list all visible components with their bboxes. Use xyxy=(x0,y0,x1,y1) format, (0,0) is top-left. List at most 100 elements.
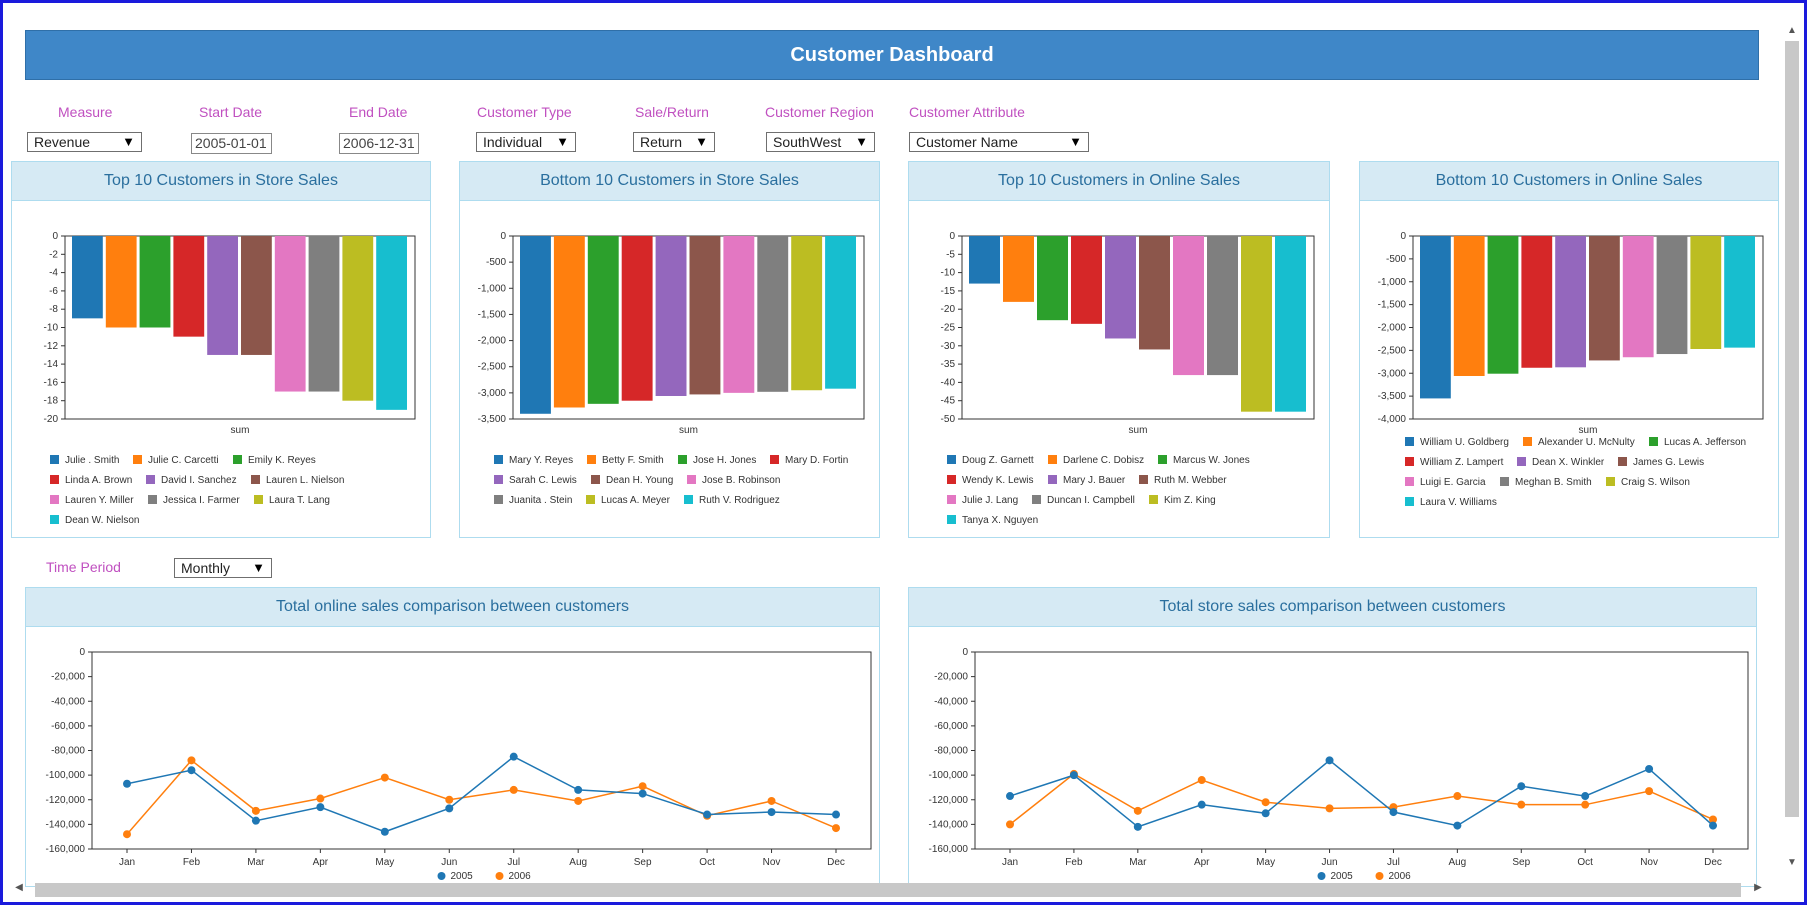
bar[interactable] xyxy=(757,236,789,392)
data-point[interactable] xyxy=(574,785,583,794)
bar[interactable] xyxy=(1521,236,1553,368)
data-point[interactable] xyxy=(187,766,196,775)
bar[interactable] xyxy=(1690,236,1722,350)
bar[interactable] xyxy=(621,236,653,401)
data-point[interactable] xyxy=(767,796,776,805)
time-period-select[interactable]: Monthly ▼ xyxy=(174,558,272,578)
bar[interactable] xyxy=(520,236,551,414)
bar[interactable] xyxy=(1622,236,1654,358)
data-point[interactable] xyxy=(1133,822,1142,831)
triangle-up-icon[interactable]: ▲ xyxy=(1787,25,1797,36)
data-point[interactable] xyxy=(380,827,389,836)
data-point[interactable] xyxy=(445,804,454,813)
data-point[interactable] xyxy=(1325,804,1334,813)
data-point[interactable] xyxy=(1006,820,1014,829)
bar[interactable] xyxy=(1420,236,1451,399)
data-point[interactable] xyxy=(703,810,712,819)
bar[interactable] xyxy=(1071,236,1102,324)
data-point[interactable] xyxy=(445,795,454,804)
bar[interactable] xyxy=(139,236,171,328)
data-point[interactable] xyxy=(1069,771,1078,780)
data-point[interactable] xyxy=(832,824,840,833)
bar[interactable] xyxy=(1453,236,1485,376)
measure-select[interactable]: Revenue ▼ xyxy=(27,132,142,152)
bar[interactable] xyxy=(655,236,687,396)
data-point[interactable] xyxy=(1645,787,1654,796)
customer-type-select[interactable]: Individual ▼ xyxy=(476,132,576,152)
data-point[interactable] xyxy=(509,785,518,794)
bar[interactable] xyxy=(553,236,585,408)
bar[interactable] xyxy=(1207,236,1238,376)
triangle-right-icon[interactable]: ▶ xyxy=(1754,882,1762,893)
bar[interactable] xyxy=(969,236,1000,284)
bar[interactable] xyxy=(723,236,755,393)
data-point[interactable] xyxy=(767,808,776,817)
bar[interactable] xyxy=(1105,236,1136,339)
data-point[interactable] xyxy=(1709,815,1717,824)
bar[interactable] xyxy=(1656,236,1688,355)
data-point[interactable] xyxy=(123,779,131,788)
data-point[interactable] xyxy=(251,806,260,815)
bar[interactable] xyxy=(308,236,340,392)
bar[interactable] xyxy=(72,236,103,319)
sale-return-select[interactable]: Return ▼ xyxy=(633,132,715,152)
end-date-input[interactable]: 2006-12-31 xyxy=(339,133,419,154)
bar[interactable] xyxy=(587,236,619,404)
data-point[interactable] xyxy=(380,773,389,782)
bar[interactable] xyxy=(376,236,407,410)
data-point[interactable] xyxy=(638,782,647,791)
bar[interactable] xyxy=(342,236,374,401)
data-point[interactable] xyxy=(509,752,518,761)
data-point[interactable] xyxy=(1197,776,1206,785)
bar[interactable] xyxy=(274,236,306,392)
data-point[interactable] xyxy=(1517,800,1526,809)
customer-attribute-select[interactable]: Customer Name ▼ xyxy=(909,132,1089,152)
bar[interactable] xyxy=(1555,236,1586,368)
customer-region-select[interactable]: SouthWest ▼ xyxy=(766,132,875,152)
bar[interactable] xyxy=(1724,236,1755,348)
data-point[interactable] xyxy=(1325,756,1334,765)
data-point[interactable] xyxy=(1261,798,1270,807)
data-point[interactable] xyxy=(1261,809,1270,818)
start-date-input[interactable]: 2005-01-01 xyxy=(191,133,272,154)
data-point[interactable] xyxy=(832,810,840,819)
bar[interactable] xyxy=(1139,236,1170,350)
data-point[interactable] xyxy=(316,803,325,812)
bar[interactable] xyxy=(1037,236,1068,321)
horizontal-scroll-thumb[interactable] xyxy=(35,883,1741,897)
bar[interactable] xyxy=(791,236,823,391)
vertical-scrollbar[interactable]: ▲ ▼ xyxy=(1783,25,1801,873)
horizontal-scrollbar[interactable]: ◀ ▶ xyxy=(11,881,1766,899)
data-point[interactable] xyxy=(123,830,131,839)
bar[interactable] xyxy=(1275,236,1306,412)
data-point[interactable] xyxy=(1006,792,1014,801)
bar[interactable] xyxy=(1487,236,1519,374)
bar[interactable] xyxy=(1589,236,1620,361)
vertical-scroll-thumb[interactable] xyxy=(1785,41,1799,817)
data-point[interactable] xyxy=(1197,800,1206,809)
data-point[interactable] xyxy=(1133,806,1142,815)
data-point[interactable] xyxy=(1645,764,1654,773)
bar[interactable] xyxy=(1003,236,1034,302)
bar[interactable] xyxy=(1241,236,1272,412)
data-point[interactable] xyxy=(638,789,647,798)
data-point[interactable] xyxy=(316,794,325,803)
data-point[interactable] xyxy=(1517,782,1526,791)
data-point[interactable] xyxy=(187,756,196,765)
bar[interactable] xyxy=(689,236,721,395)
bar[interactable] xyxy=(1173,236,1204,376)
triangle-down-icon[interactable]: ▼ xyxy=(1787,857,1797,868)
bar[interactable] xyxy=(825,236,856,389)
data-point[interactable] xyxy=(1581,792,1590,801)
triangle-left-icon[interactable]: ◀ xyxy=(15,882,23,893)
data-point[interactable] xyxy=(1453,821,1462,830)
data-point[interactable] xyxy=(574,796,583,805)
bar[interactable] xyxy=(207,236,238,355)
data-point[interactable] xyxy=(1709,821,1717,830)
data-point[interactable] xyxy=(1453,792,1462,801)
bar[interactable] xyxy=(173,236,205,337)
bar[interactable] xyxy=(241,236,272,355)
bar[interactable] xyxy=(105,236,137,328)
data-point[interactable] xyxy=(1581,800,1590,809)
data-point[interactable] xyxy=(1389,808,1398,817)
